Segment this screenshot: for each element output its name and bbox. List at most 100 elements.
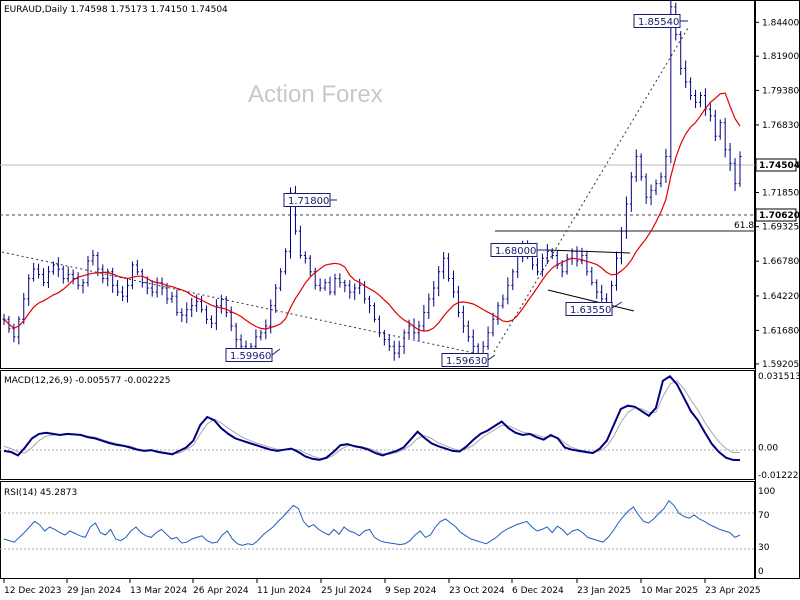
candle bbox=[42, 268, 46, 287]
candle bbox=[259, 329, 263, 341]
candle bbox=[96, 251, 100, 276]
candle bbox=[619, 227, 623, 265]
candle bbox=[550, 248, 554, 260]
macd-tick-label: -0.012223 bbox=[758, 471, 800, 481]
time-tick-label: 6 Dec 2024 bbox=[512, 586, 564, 596]
candle bbox=[659, 172, 663, 188]
candle bbox=[501, 294, 505, 309]
candle bbox=[387, 334, 391, 352]
candle bbox=[624, 196, 628, 239]
candle bbox=[466, 320, 470, 342]
candle bbox=[81, 278, 85, 294]
price-tick-label: 1.79380 bbox=[762, 86, 799, 96]
svg-text:1.71800: 1.71800 bbox=[288, 196, 329, 207]
watermark: Action Forex bbox=[248, 81, 383, 108]
candle bbox=[279, 268, 283, 291]
candle bbox=[209, 315, 213, 329]
candle bbox=[694, 89, 698, 109]
candle bbox=[427, 293, 431, 319]
time-tick-label: 25 Jul 2024 bbox=[321, 586, 372, 596]
candle bbox=[580, 247, 584, 265]
candle bbox=[545, 243, 549, 265]
candle bbox=[66, 266, 70, 283]
candle bbox=[733, 158, 737, 192]
candle bbox=[442, 252, 446, 279]
price-tick-label: 1.61680 bbox=[762, 326, 799, 336]
price-scale[interactable] bbox=[755, 0, 800, 579]
candle bbox=[353, 283, 357, 300]
candle bbox=[437, 266, 441, 297]
time-axis: 12 Dec 2023 29 Jan 2024 13 Mar 2024 26 Apr … bbox=[3, 579, 761, 596]
candle bbox=[106, 268, 110, 287]
candle bbox=[392, 340, 396, 361]
candle bbox=[447, 253, 451, 282]
candle bbox=[718, 119, 722, 140]
candle bbox=[644, 173, 648, 204]
candle bbox=[190, 297, 194, 318]
candle bbox=[22, 292, 26, 325]
candle bbox=[180, 308, 184, 323]
candle bbox=[51, 261, 55, 275]
candle bbox=[708, 103, 712, 122]
macd-axis-ticks: 0.031513 0.00 -0.012223 bbox=[758, 372, 800, 481]
candle bbox=[254, 329, 258, 351]
candle bbox=[649, 184, 653, 206]
candle bbox=[600, 284, 604, 302]
rsi-tick-label: 70 bbox=[758, 511, 770, 521]
candle bbox=[368, 295, 372, 314]
candle bbox=[452, 270, 456, 298]
price-tick-label: 1.66780 bbox=[762, 257, 799, 267]
candle bbox=[17, 316, 21, 345]
candle bbox=[284, 248, 288, 275]
candle bbox=[234, 322, 238, 348]
candle bbox=[634, 149, 638, 182]
rsi-header: RSI(14) 45.2873 bbox=[4, 488, 77, 498]
candle bbox=[738, 151, 742, 187]
candle bbox=[229, 306, 233, 332]
candle bbox=[595, 279, 599, 299]
candle bbox=[713, 109, 717, 141]
moving-average-line bbox=[3, 92, 741, 332]
svg-text:1.63550: 1.63550 bbox=[570, 305, 611, 316]
candle bbox=[382, 329, 386, 346]
time-tick-label: 23 Apr 2025 bbox=[705, 586, 761, 596]
macd-tick-label: 0.00 bbox=[758, 443, 778, 453]
macd-main-line bbox=[3, 374, 741, 462]
candle bbox=[205, 305, 209, 324]
candle bbox=[456, 285, 460, 318]
candle bbox=[298, 225, 302, 259]
candle bbox=[397, 340, 401, 359]
price-header: EURAUD,Daily 1.74598 1.75173 1.74150 1.7… bbox=[4, 5, 228, 15]
candle bbox=[313, 267, 317, 290]
rsi-tick-label: 0 bbox=[758, 567, 764, 577]
candle bbox=[130, 261, 134, 290]
candle bbox=[684, 60, 688, 88]
candle bbox=[111, 267, 115, 293]
time-tick-label: 11 Jun 2024 bbox=[257, 586, 311, 596]
time-tick-label: 10 Mar 2025 bbox=[641, 586, 698, 596]
candle bbox=[723, 117, 727, 158]
candle bbox=[101, 264, 105, 284]
candle bbox=[165, 282, 169, 304]
svg-text:1.59630: 1.59630 bbox=[446, 356, 487, 367]
rsi-panel bbox=[0, 481, 755, 579]
candle bbox=[308, 255, 312, 277]
time-tick-label: 12 Dec 2023 bbox=[4, 586, 62, 596]
candle bbox=[318, 278, 322, 292]
candle bbox=[348, 280, 352, 299]
time-tick-label: 23 Jan 2025 bbox=[577, 586, 631, 596]
candle bbox=[140, 268, 144, 288]
candle bbox=[121, 286, 125, 302]
svg-text:1.70620: 1.70620 bbox=[759, 211, 800, 221]
candle bbox=[333, 273, 337, 296]
annotation-168000: 1.68000 bbox=[490, 243, 548, 257]
time-tick-label: 9 Sep 2024 bbox=[385, 586, 437, 596]
candle bbox=[664, 148, 668, 183]
candle bbox=[214, 299, 218, 331]
annotation-163550: 1.63550 bbox=[565, 301, 623, 316]
fib-61-8-label: 61.8 bbox=[734, 221, 754, 231]
candle bbox=[61, 265, 65, 284]
candle bbox=[629, 172, 633, 212]
candle bbox=[377, 315, 381, 338]
candle bbox=[170, 292, 174, 303]
